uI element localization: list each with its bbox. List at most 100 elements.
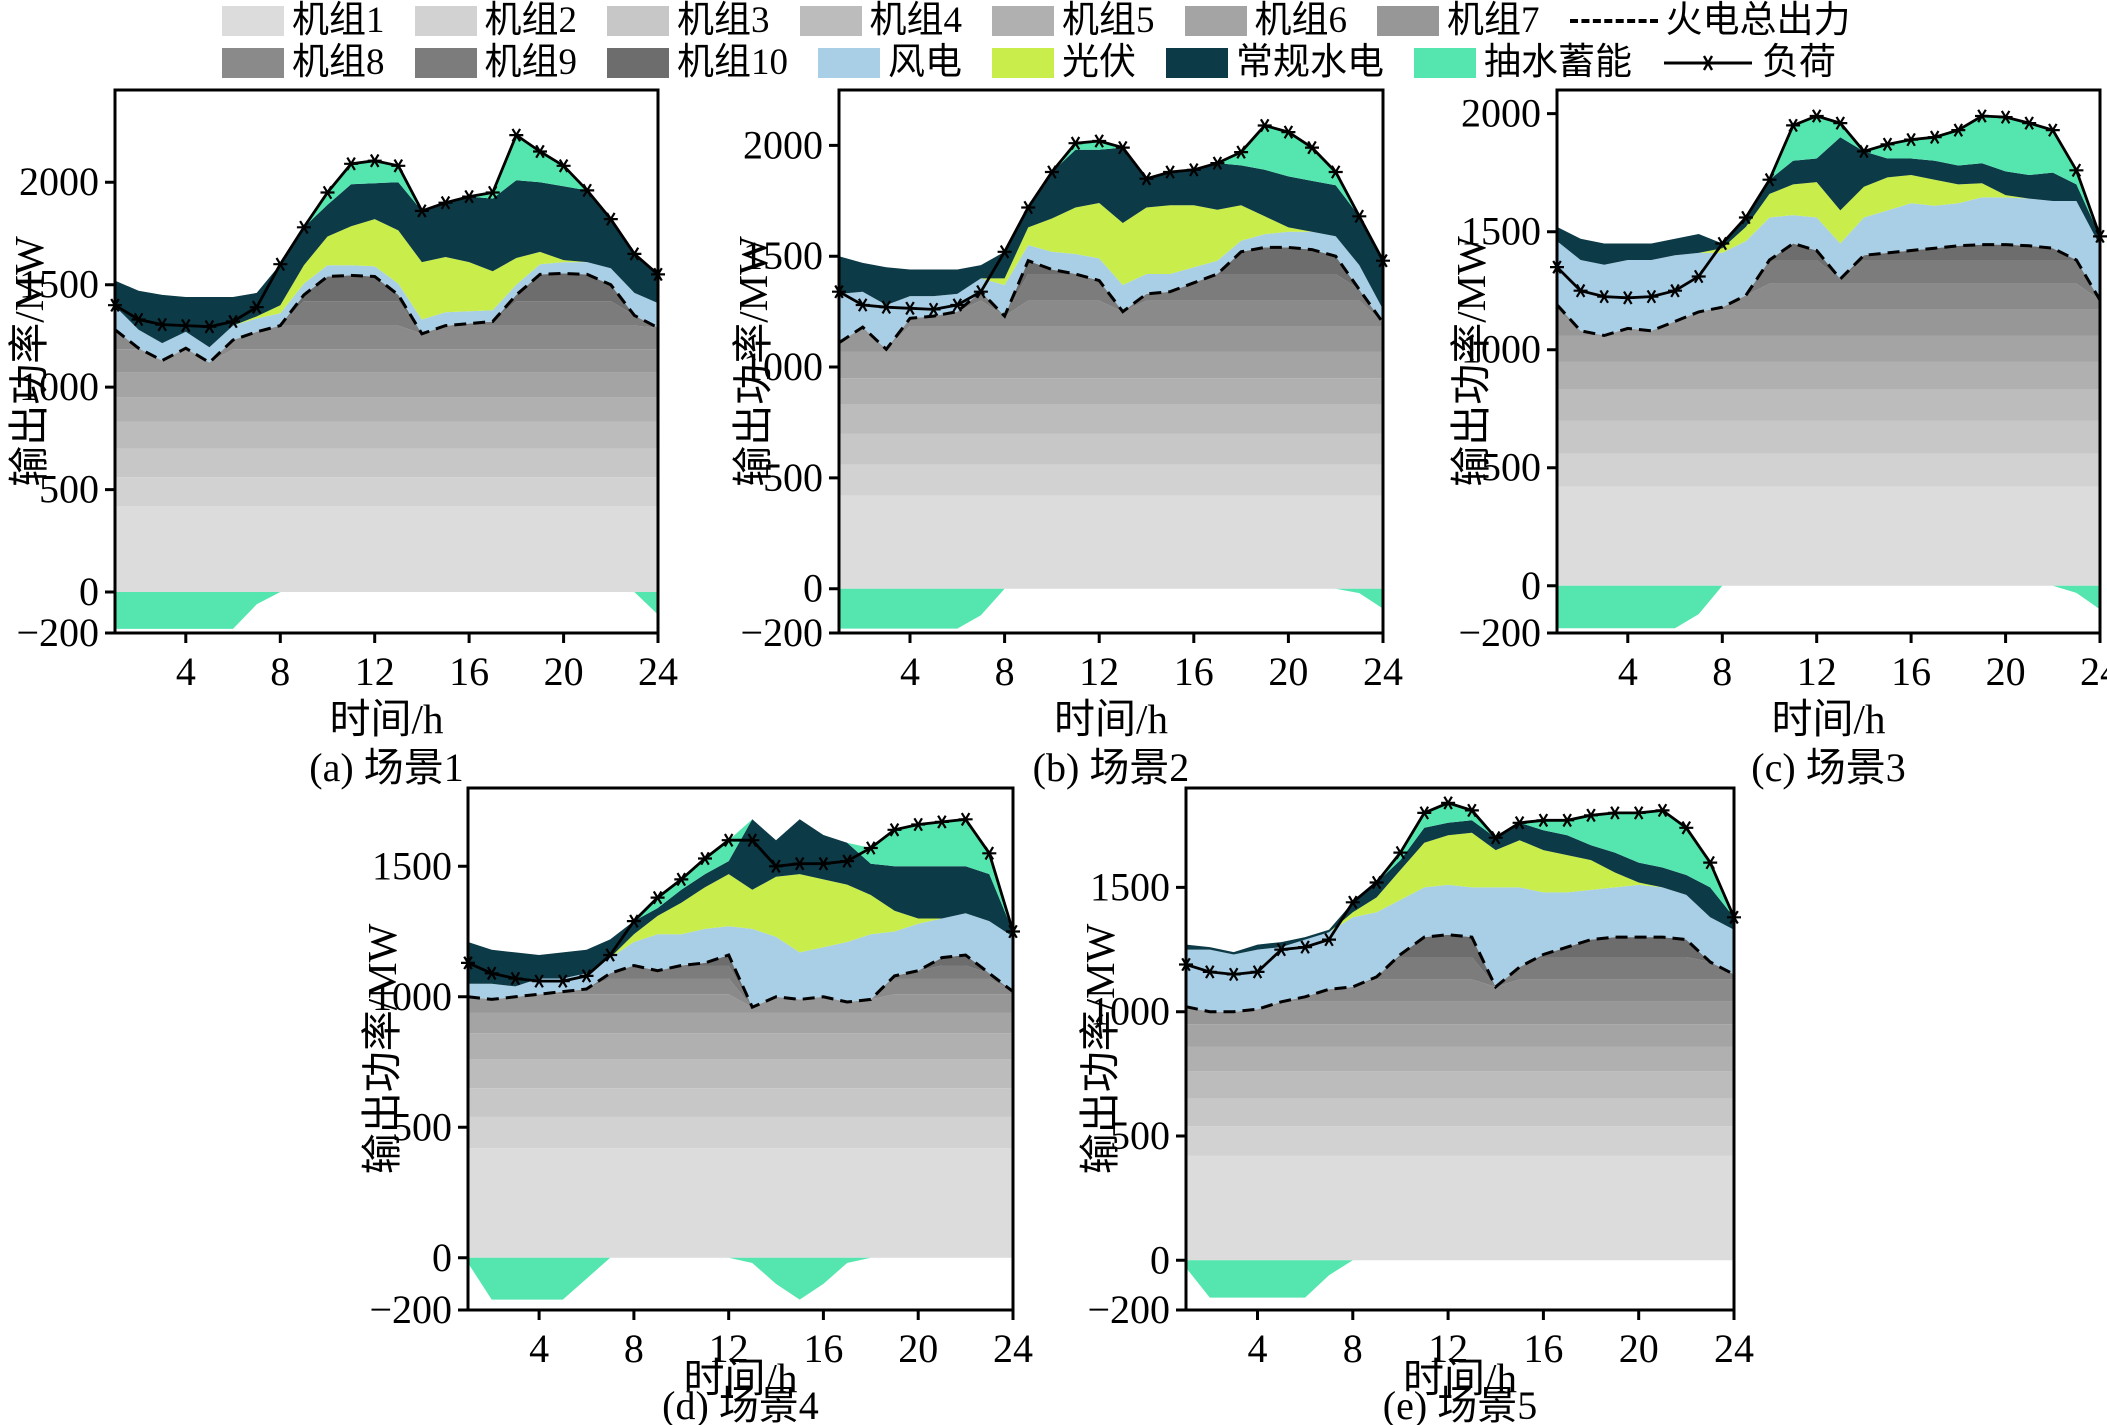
- unit-2-area: [1557, 453, 2100, 487]
- y-tick-label: 500: [1110, 1113, 1170, 1158]
- x-tick-label: 16: [1891, 649, 1931, 694]
- x-tick-label: 16: [803, 1326, 843, 1371]
- x-tick-label: 24: [1363, 649, 1403, 694]
- y-tick-label: 2000: [1461, 91, 1541, 136]
- pumped_storage-area: [1186, 802, 1734, 953]
- y-tick-label: −200: [16, 610, 99, 655]
- axes-box: [1184, 786, 1736, 1312]
- unit-10-area: [1557, 243, 2100, 336]
- y-tick-label: 0: [79, 569, 99, 614]
- unit-9-area: [115, 301, 658, 363]
- y-axis-label: 输出功率/MW: [730, 236, 776, 487]
- unit3-swatch: [607, 6, 669, 36]
- unit-1-area: [468, 1148, 1013, 1258]
- unit-5-area: [1557, 361, 2100, 390]
- legend-item-wind: 风电: [818, 44, 962, 82]
- x-tick-label: 8: [624, 1326, 644, 1371]
- subplot-caption: (b) 场景2: [1033, 745, 1190, 790]
- unit-3-area: [839, 433, 1383, 465]
- unit-5-area: [1186, 1046, 1734, 1072]
- unit-6-area: [839, 351, 1383, 379]
- y-axis-label: 输出功率/MW: [1077, 923, 1123, 1174]
- x-tick-label: 8: [1712, 649, 1732, 694]
- y-tick-label: 0: [1521, 563, 1541, 608]
- unit-7-area: [115, 349, 658, 373]
- unit-10-area: [468, 955, 1013, 1008]
- y-tick-label: 1500: [1090, 864, 1170, 909]
- x-tick-label: 12: [1797, 649, 1837, 694]
- unit-3-area: [115, 448, 658, 478]
- pumped_storage-area: [1557, 116, 2100, 244]
- thermal-total-line: [114, 271, 659, 365]
- unit-1-area: [1557, 486, 2100, 586]
- y-tick-label: 1500: [743, 233, 823, 278]
- x-tick-label: 4: [900, 649, 920, 694]
- tick-marks: [1547, 112, 2102, 643]
- legend-item-unit1: 机组1: [222, 2, 385, 40]
- legend-item-pv: 光伏: [992, 44, 1136, 82]
- y-tick-label: 2000: [19, 159, 99, 204]
- legend-item-unit10: 机组10: [607, 44, 788, 82]
- subplot-caption: (e) 场景5: [1383, 1383, 1537, 1425]
- y-tick-label: −200: [740, 610, 823, 655]
- y-tick-label: 1000: [372, 974, 452, 1019]
- wind-area: [468, 913, 1013, 1008]
- unit-4-area: [839, 404, 1383, 434]
- unit-6-area: [115, 372, 658, 398]
- x-tick-label: 16: [449, 649, 489, 694]
- tick-marks: [458, 864, 1015, 1320]
- pumped_storage-area: [115, 135, 658, 297]
- subplot-c: 4 8 12 16 20 24 −2000 500 1000 1500 2000 时间/h(c) 场景…: [1448, 88, 2107, 790]
- hydro-area: [839, 147, 1383, 310]
- pumped-storage-charge-area: [1186, 1260, 1734, 1298]
- legend-label: 机组6: [1254, 0, 1348, 41]
- y-tick-label: −200: [1458, 610, 1541, 655]
- pumped_storage-area: [468, 819, 1013, 955]
- y-tick-label: −200: [369, 1287, 452, 1332]
- x-axis-label: 时间/h: [1403, 1355, 1517, 1401]
- unit-8-area: [839, 300, 1383, 350]
- y-tick-label: 2000: [743, 122, 823, 167]
- x-axis-label: 时间/h: [1772, 696, 1886, 742]
- x-tick-label: 20: [1986, 649, 2026, 694]
- y-tick-label: 1000: [1090, 989, 1170, 1034]
- x-tick-label: 4: [176, 649, 196, 694]
- unit-9-area: [1557, 260, 2100, 336]
- unit1-swatch: [222, 6, 284, 36]
- unit4-swatch: [799, 6, 862, 36]
- legend-label: 机组3: [677, 0, 770, 41]
- hydro-area: [1186, 820, 1734, 955]
- thermal-total-line: [1555, 241, 2102, 338]
- unit7-swatch: [1377, 6, 1439, 36]
- legend-label: 风电: [888, 42, 962, 83]
- legend-label: 机组10: [677, 42, 788, 83]
- unit-10-area: [115, 273, 658, 363]
- legend-item-unit5: 机组5: [992, 2, 1155, 40]
- unit-7-area: [1186, 1001, 1734, 1025]
- unit-5-area: [839, 378, 1383, 405]
- legend-label: 光伏: [1062, 42, 1136, 83]
- unit10-swatch: [607, 48, 669, 78]
- subplot-d: 4 8 12 16 20 24 −200 0 500 1000 1500 时间/h(d) 场景4 输出功…: [359, 786, 1033, 1425]
- unit-1-area: [1186, 1155, 1734, 1261]
- unit-1-area: [839, 495, 1383, 589]
- hydro-area: [1557, 137, 2100, 265]
- unit-7-area: [839, 326, 1383, 352]
- unit-8-area: [1557, 283, 2100, 336]
- legend-item-unit3: 机组3: [607, 2, 770, 40]
- axes-box: [466, 786, 1015, 1312]
- legend-label: 机组8: [292, 42, 385, 83]
- pv-swatch: [992, 48, 1054, 78]
- legend-item-load: 负荷: [1662, 44, 1836, 82]
- subplot-caption: (a) 场景1: [309, 745, 463, 790]
- legend-item-hydro: 常规水电: [1166, 44, 1384, 82]
- axes-box: [1555, 88, 2102, 635]
- x-tick-label: 20: [898, 1326, 938, 1371]
- y-tick-label: 1500: [19, 262, 99, 307]
- unit-6-area: [1186, 1024, 1734, 1047]
- legend-label: 机组7: [1447, 0, 1540, 41]
- legend-item-unit8: 机组8: [222, 44, 385, 82]
- unit-9-area: [839, 274, 1383, 350]
- pumped-storage-charge-area: [839, 588, 1383, 629]
